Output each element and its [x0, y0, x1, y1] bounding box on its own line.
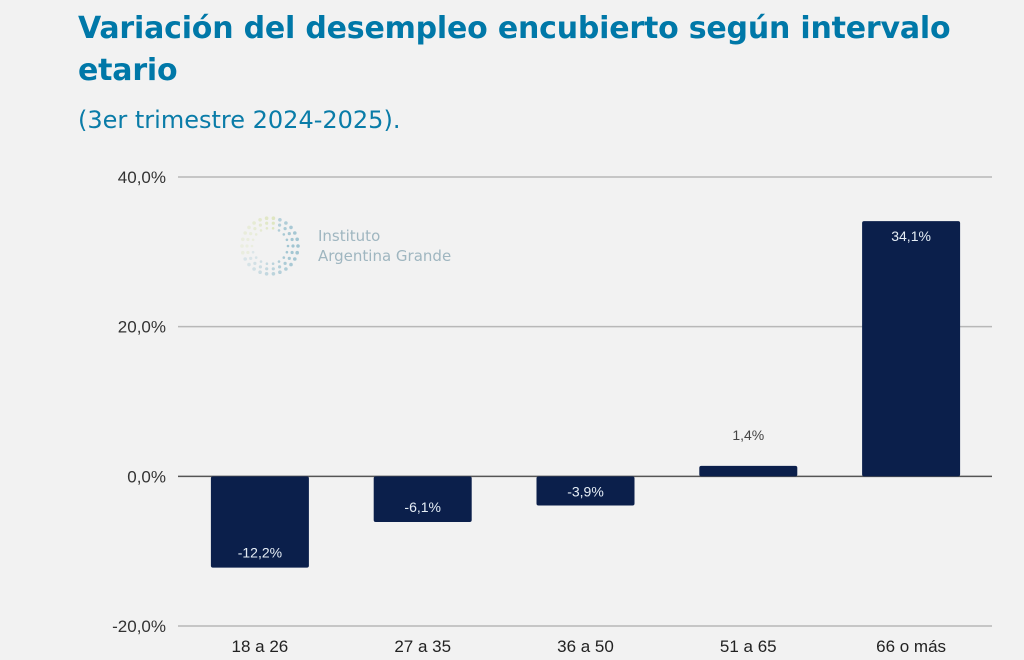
logo-dot: [282, 256, 286, 259]
logo-dot: [258, 218, 262, 222]
logo-dot: [250, 244, 254, 248]
y-tick-label: 0,0%: [127, 467, 166, 486]
logo-dot: [293, 257, 297, 261]
logo-dot: [290, 250, 294, 255]
x-axis-labels: 18 a 26 27 a 35 36 a 50 51 a 65 66 o más: [232, 637, 947, 656]
x-category-label: 36 a 50: [557, 637, 614, 656]
bar: [210, 476, 309, 568]
logo-dot: [277, 260, 281, 263]
logo-dot: [243, 231, 247, 235]
logo-dot: [278, 218, 282, 222]
logo-dot: [285, 238, 289, 242]
bar: [373, 476, 472, 522]
logo-dot: [278, 223, 282, 227]
logo-dot: [249, 232, 253, 236]
logo-dot: [283, 227, 287, 231]
logo-dot: [247, 225, 251, 230]
bars: [210, 221, 961, 568]
dotted-circle-logo-icon: [240, 216, 300, 276]
y-tick-label: -20,0%: [112, 617, 166, 636]
logo-dot: [245, 244, 249, 248]
logo-dot: [285, 250, 289, 254]
logo-dot: [271, 262, 275, 265]
logo-line-2: Argentina Grande: [318, 247, 452, 265]
x-category-label: 51 a 65: [720, 637, 777, 656]
y-tick-label: 40,0%: [118, 168, 166, 187]
data-label: 1,4%: [732, 427, 764, 443]
logo-dot: [295, 237, 299, 242]
logo-dot: [295, 250, 299, 255]
logo-dot: [264, 216, 269, 220]
logo-dot: [291, 244, 295, 248]
logo-dot: [259, 260, 263, 263]
logo-dot: [258, 223, 262, 227]
bar: [699, 465, 798, 477]
logo-dot: [287, 256, 291, 260]
logo-dot: [277, 229, 281, 232]
bar: [862, 221, 961, 477]
logo-dot: [241, 250, 245, 255]
logo-dot: [254, 256, 258, 259]
logo-dot: [249, 256, 253, 260]
logo-dot: [254, 233, 258, 236]
institute-logo: Instituto Argentina Grande: [240, 210, 480, 282]
data-label: -6,1%: [404, 499, 441, 515]
logo-dot: [271, 221, 275, 225]
logo-dot: [251, 250, 255, 254]
x-category-label: 27 a 35: [394, 637, 451, 656]
data-label: -3,9%: [567, 483, 604, 499]
logo-dot: [289, 225, 293, 230]
bar: [536, 476, 635, 506]
logo-dot: [253, 261, 257, 265]
logo-line-1: Instituto: [318, 227, 381, 245]
logo-dot: [278, 265, 282, 269]
logo-dot: [293, 231, 297, 235]
logo-dot: [252, 221, 256, 225]
logo-dot: [283, 261, 287, 265]
logo-dot: [246, 250, 250, 255]
logo-dot: [271, 216, 276, 220]
logo-dot: [289, 262, 293, 267]
logo-dot: [271, 267, 275, 271]
logo-dot: [278, 270, 282, 274]
logo-dot: [265, 267, 269, 271]
logo-dot: [265, 262, 269, 265]
logo-dot: [258, 270, 262, 274]
logo-dot: [284, 267, 288, 271]
logo-dot: [284, 221, 288, 225]
y-tick-label: 20,0%: [118, 318, 166, 337]
chart-subtitle: (3er trimestre 2024-2025).: [78, 106, 401, 134]
x-category-label: 18 a 26: [232, 637, 289, 656]
logo-dot: [246, 237, 250, 242]
logo-dot: [253, 227, 257, 231]
logo-dot: [241, 237, 245, 242]
logo-dot: [240, 244, 244, 248]
logo-text: Instituto Argentina Grande: [318, 226, 451, 266]
logo-dot: [282, 233, 286, 236]
data-label: -12,2%: [238, 545, 282, 561]
y-axis-ticks: 40,0% 20,0% 0,0% -20,0%: [112, 168, 166, 636]
logo-dot: [296, 244, 300, 248]
logo-dot: [286, 244, 290, 248]
logo-dot: [271, 272, 276, 276]
logo-dot: [264, 272, 269, 276]
logo-dot: [243, 257, 247, 261]
logo-dot: [258, 265, 262, 269]
logo-dot: [287, 232, 291, 236]
x-category-label: 66 o más: [876, 637, 946, 656]
logo-dot: [259, 229, 263, 232]
logo-dot: [251, 238, 255, 242]
logo-dot: [265, 227, 269, 230]
data-label: 34,1%: [891, 228, 931, 244]
logo-dot: [265, 221, 269, 225]
logo-dot: [290, 237, 294, 242]
logo-dot: [247, 262, 251, 267]
logo-dot: [271, 227, 275, 230]
logo-dot: [252, 267, 256, 271]
data-labels: -12,2% -6,1% -3,9% 1,4% 34,1%: [238, 228, 931, 560]
chart-title: Variación del desempleo encubierto según…: [78, 11, 951, 88]
